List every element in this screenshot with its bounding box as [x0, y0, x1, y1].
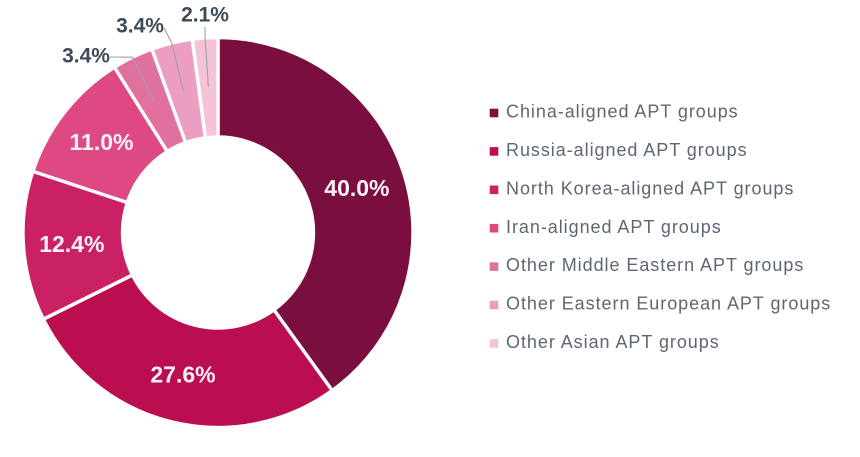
svg-text:Iran-aligned APT groups: Iran-aligned APT groups [506, 217, 722, 237]
svg-text:3.4%: 3.4% [116, 15, 164, 38]
svg-text:3.4%: 3.4% [62, 45, 110, 68]
svg-text:Other Asian APT groups: Other Asian APT groups [506, 332, 720, 352]
svg-text:China-aligned APT groups: China-aligned APT groups [506, 102, 739, 122]
svg-text:Russia-aligned APT groups: Russia-aligned APT groups [506, 140, 748, 160]
svg-text:27.6%: 27.6% [150, 362, 215, 388]
svg-text:Other Middle Eastern APT group: Other Middle Eastern APT groups [506, 255, 804, 275]
svg-text:Other Eastern European APT gro: Other Eastern European APT groups [506, 294, 831, 314]
svg-text:2.1%: 2.1% [181, 4, 229, 27]
svg-text:11.0%: 11.0% [70, 129, 134, 155]
svg-text:12.4%: 12.4% [39, 231, 104, 257]
svg-text:40.0%: 40.0% [324, 175, 389, 201]
svg-text:North Korea-aligned APT groups: North Korea-aligned APT groups [506, 178, 794, 198]
